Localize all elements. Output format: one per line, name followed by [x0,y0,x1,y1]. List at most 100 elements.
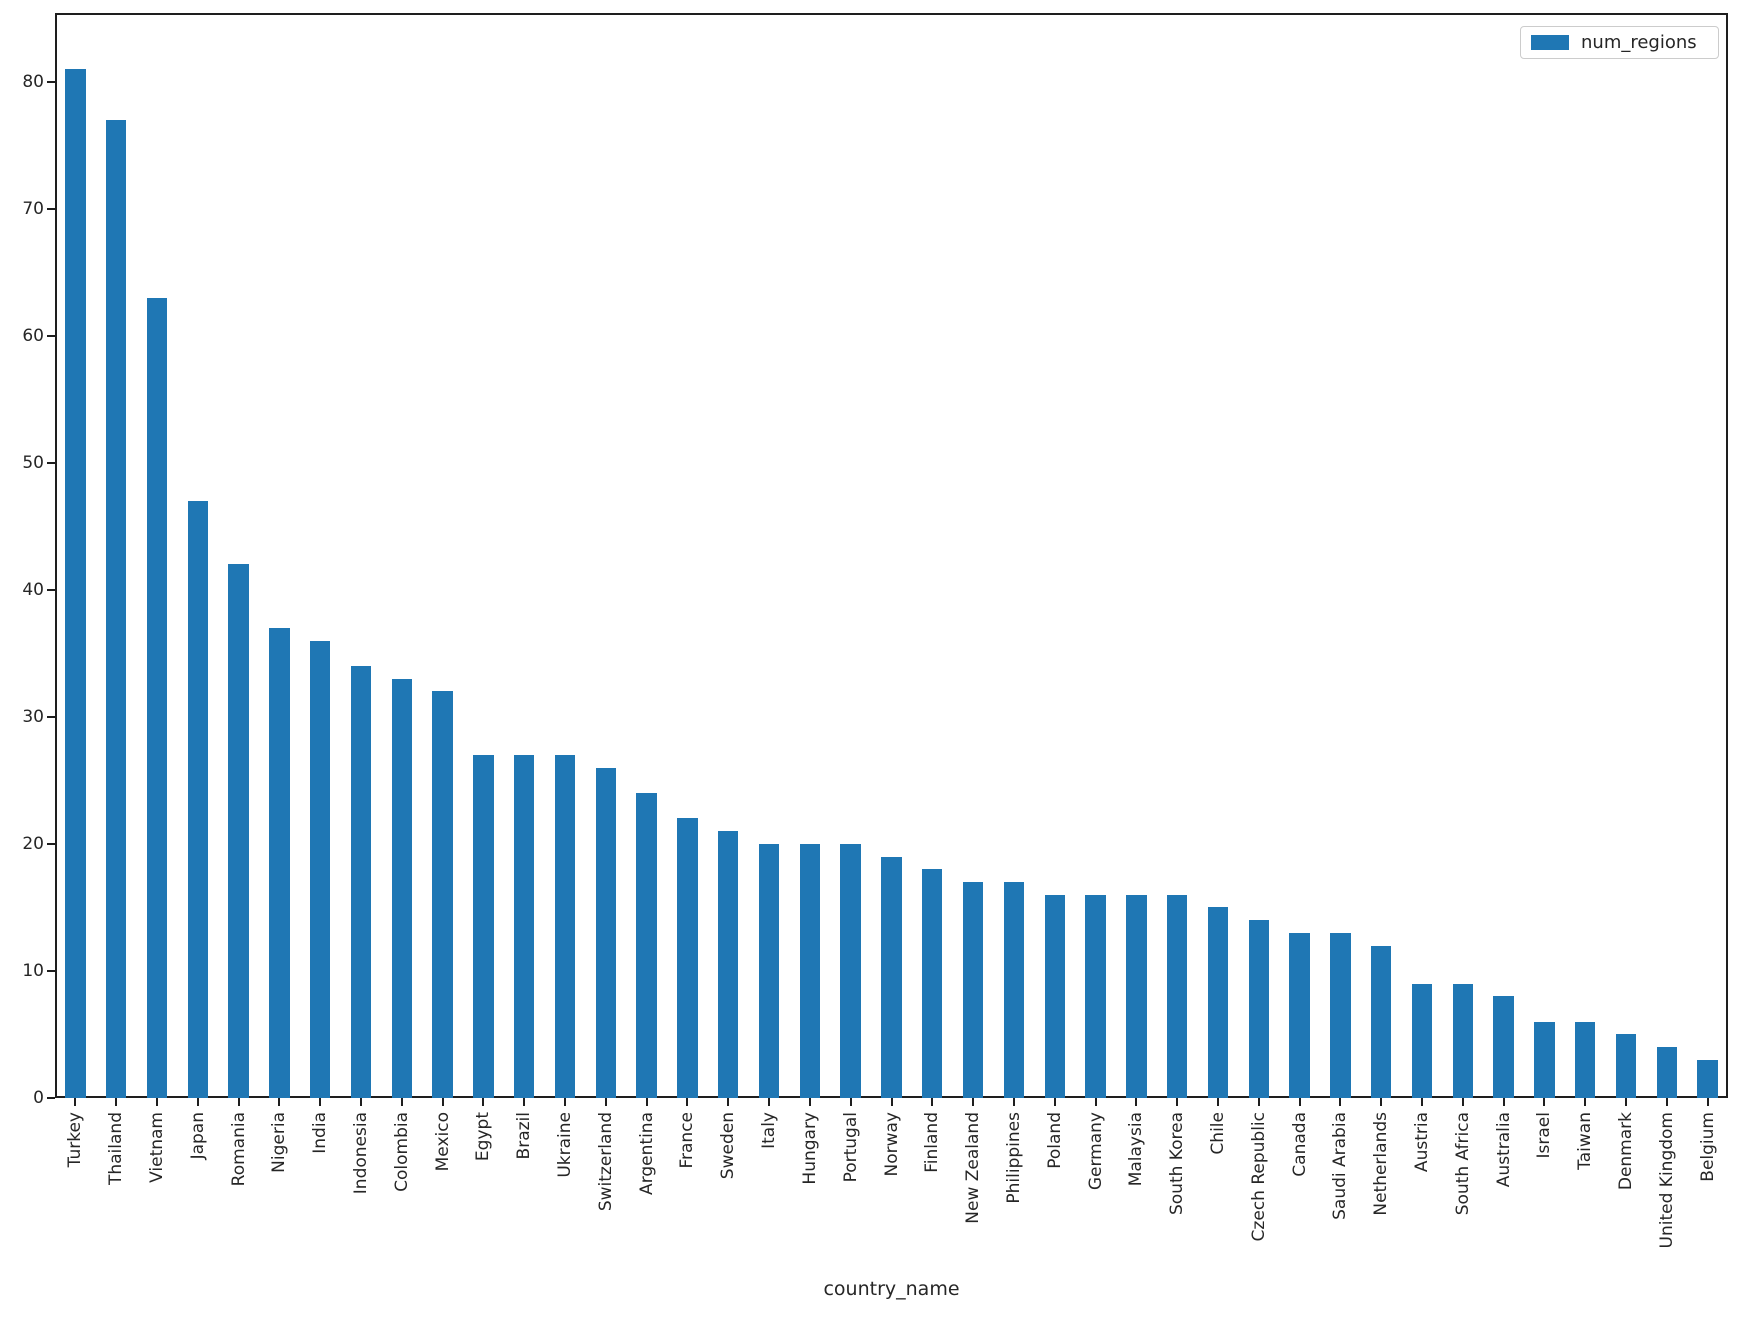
x-tick-label-australia: Australia [1493,1112,1514,1188]
bar-new-zealand [962,882,984,1098]
x-tick-label-colombia: Colombia [391,1112,412,1192]
y-tick-label: 0 [33,1088,44,1108]
x-tick-label-portugal: Portugal [840,1112,861,1183]
y-tick-mark [47,969,55,972]
x-tick-mark [74,1098,77,1106]
x-tick-label-saudi-arabia: Saudi Arabia [1330,1112,1351,1220]
x-tick-mark [1094,1098,1097,1106]
x-tick-label-switzerland: Switzerland [595,1112,616,1212]
bar-austria [1411,983,1433,1098]
bar-malaysia [1126,894,1147,1098]
bar-canada [1289,932,1310,1098]
x-tick-label-nigeria: Nigeria [269,1112,290,1173]
x-tick-label-france: France [677,1112,698,1169]
x-tick-mark [604,1098,607,1106]
x-tick-label-india: India [310,1112,331,1154]
bar-hungary [799,843,821,1098]
x-tick-mark [1257,1098,1260,1106]
x-tick-mark [1624,1098,1627,1106]
bar-colombia [391,678,413,1098]
x-tick-mark [972,1098,975,1106]
bar-brazil [514,754,535,1098]
x-tick-label-brazil: Brazil [514,1112,535,1160]
x-tick-label-turkey: Turkey [65,1112,86,1168]
y-tick-mark [47,1097,55,1099]
y-tick-mark [47,334,55,337]
x-tick-label-new-zealand: New Zealand [963,1112,984,1224]
y-tick-label: 10 [22,960,44,981]
x-tick-mark [686,1098,689,1106]
x-tick-mark [849,1098,852,1106]
y-tick-mark [47,588,55,591]
bar-india [310,640,331,1098]
bar-indonesia [350,666,372,1098]
bar-netherlands [1370,945,1392,1098]
x-tick-mark [1339,1098,1342,1106]
bar-chile [1207,907,1229,1098]
bar-france [677,818,698,1098]
x-tick-mark [1380,1098,1383,1106]
legend: num_regions [1520,26,1719,59]
x-tick-mark [156,1098,158,1106]
x-tick-label-israel: Israel [1534,1112,1555,1159]
bar-vietnam [146,297,168,1098]
x-tick-mark [1543,1098,1546,1106]
bar-israel [1534,1021,1555,1098]
x-tick-label-south-korea: South Korea [1167,1112,1188,1216]
x-tick-label-south-africa: South Africa [1452,1112,1473,1216]
x-tick-mark [1665,1098,1668,1106]
x-tick-label-japan: Japan [187,1112,208,1160]
y-tick-mark [47,461,55,464]
x-tick-label-vietnam: Vietnam [147,1112,167,1183]
x-tick-mark [523,1098,526,1106]
x-tick-label-argentina: Argentina [636,1112,657,1195]
x-tick-label-egypt: Egypt [473,1112,494,1162]
bar-turkey [65,68,86,1098]
bar-finland [922,869,943,1098]
x-tick-mark [1461,1098,1464,1106]
x-tick-label-austria: Austria [1411,1112,1432,1173]
x-tick-mark [1706,1098,1709,1106]
x-tick-label-czech-republic: Czech Republic [1248,1112,1269,1242]
bar-czech-republic [1248,920,1269,1098]
x-tick-label-chile: Chile [1207,1112,1228,1155]
y-tick-label: 80 [22,71,44,92]
y-tick-label: 20 [22,833,44,854]
bar-switzerland [595,767,617,1098]
x-tick-label-hungary: Hungary [799,1112,820,1185]
bar-sweden [718,831,739,1098]
x-tick-mark [1216,1098,1219,1106]
bar-germany [1085,894,1106,1098]
bar-japan [187,500,208,1098]
x-tick-mark [1053,1098,1056,1106]
bar-mexico [432,691,453,1098]
bar-australia [1493,996,1514,1098]
x-tick-label-ukraine: Ukraine [555,1112,576,1178]
x-tick-mark [278,1098,281,1106]
x-tick-label-malaysia: Malaysia [1126,1112,1147,1187]
y-tick-label: 60 [22,325,44,346]
y-tick-mark [47,715,55,718]
bar-thailand [106,119,127,1098]
x-tick-mark [1502,1098,1505,1106]
x-tick-mark [237,1098,240,1106]
bar-norway [881,856,902,1098]
bar-south-korea [1166,894,1188,1098]
bar-philippines [1003,882,1025,1098]
x-tick-mark [360,1098,363,1106]
x-tick-mark [1584,1098,1587,1106]
x-tick-mark [564,1098,567,1106]
x-tick-label-belgium: Belgium [1697,1112,1718,1182]
bar-nigeria [269,627,290,1098]
x-tick-label-romania: Romania [228,1112,249,1187]
y-tick-label: 40 [22,579,44,600]
x-tick-label-united-kingdom: United Kingdom [1656,1112,1677,1249]
bar-egypt [473,754,494,1098]
x-tick-label-denmark: Denmark [1615,1112,1636,1191]
x-tick-label-taiwan: Taiwan [1575,1112,1596,1170]
x-tick-label-poland: Poland [1044,1112,1065,1169]
x-tick-label-canada: Canada [1289,1112,1310,1177]
x-tick-mark [400,1098,403,1106]
x-tick-mark [482,1098,485,1106]
